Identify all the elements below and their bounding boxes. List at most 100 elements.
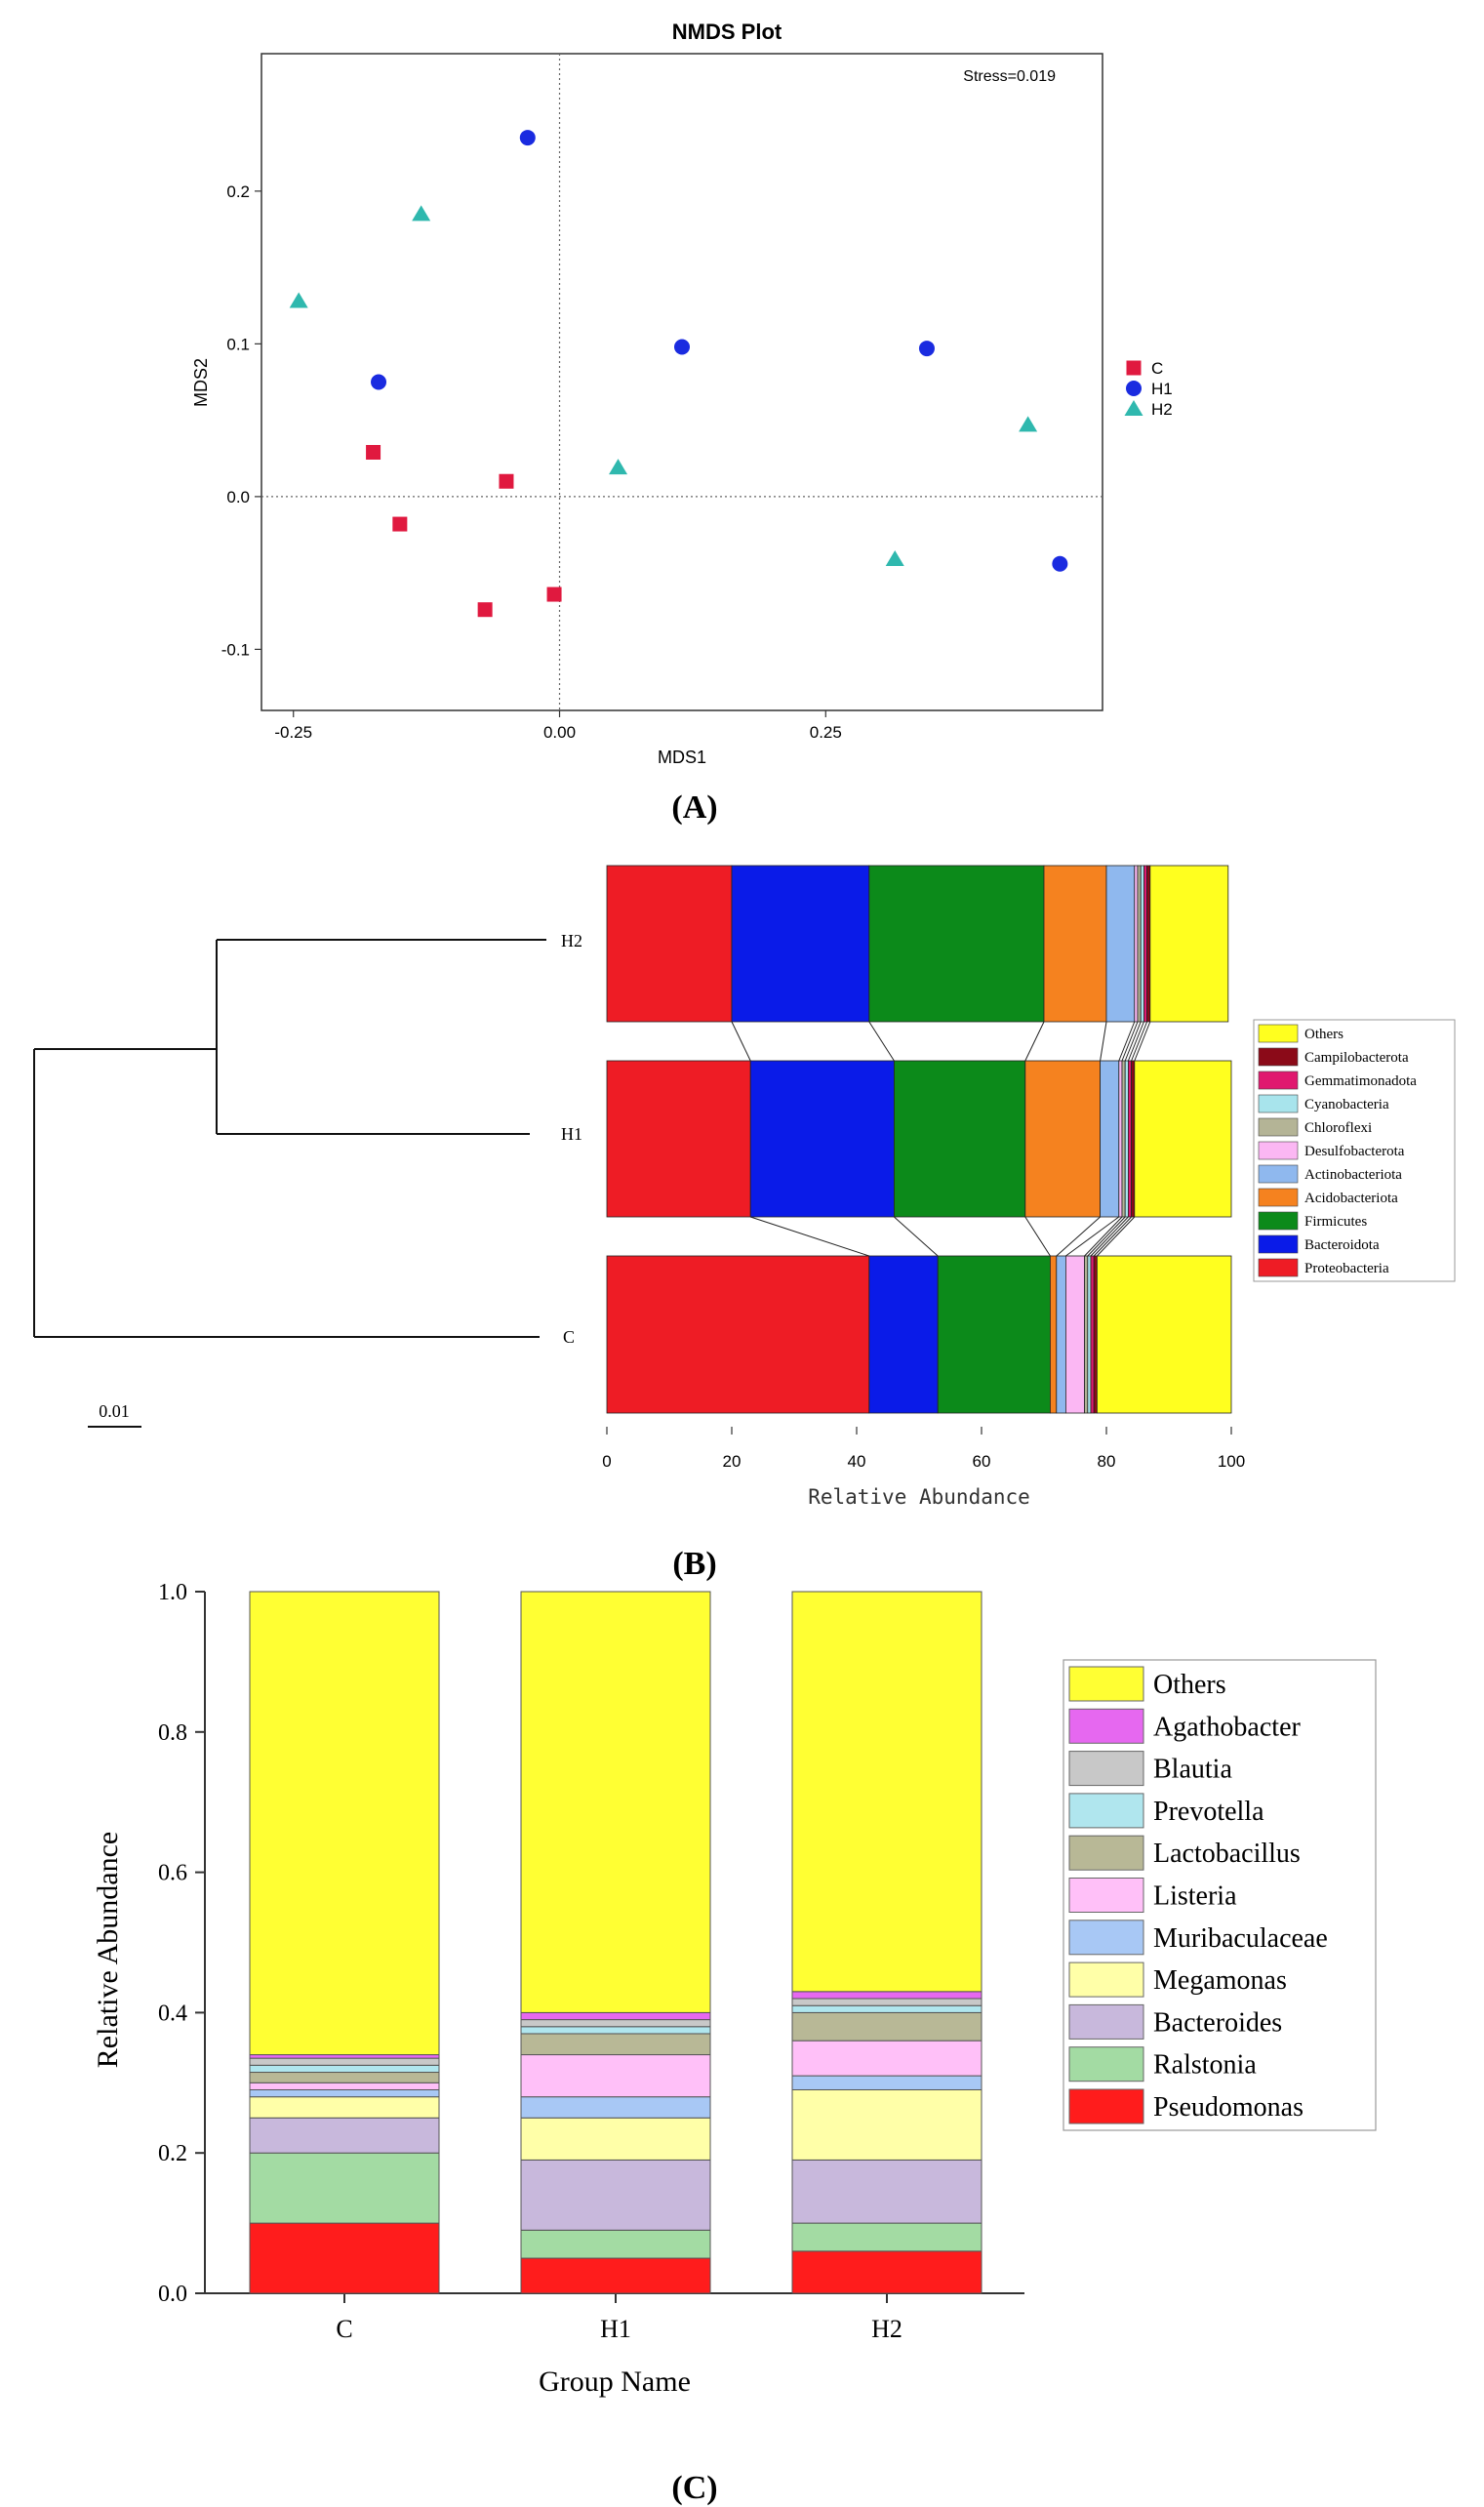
legend-label-ralstonia: Ralstonia [1153, 2050, 1257, 2081]
legend-label-others: Others [1153, 1670, 1226, 1700]
x-tick-label: 80 [1098, 1452, 1116, 1471]
legend-label-agathobacter: Agathobacter [1153, 1712, 1301, 1742]
bar-c-bacteroides [249, 2117, 440, 2154]
bar-h2-bacteroidota [731, 865, 870, 1023]
scale-bar-label: 0.01 [99, 1401, 130, 1421]
bar-h2-others [791, 1591, 983, 1993]
bar-connector [1024, 1216, 1051, 1257]
bar-c-pseudomonas [249, 2222, 440, 2294]
x-tick-label: 0.00 [543, 723, 576, 742]
x-tick-label: 100 [1218, 1452, 1245, 1471]
point-c [499, 473, 514, 489]
y-tick-label: 0.0 [226, 488, 250, 506]
legend-label-actinobacteriota: Actinobacteriota [1304, 1167, 1402, 1183]
phylum-legend: Others Campilobacterota Gemmatimonadota Cya… [1253, 1019, 1456, 1282]
legend-label-firmicutes: Firmicutes [1304, 1214, 1367, 1230]
bar-h1-chloroflexi [1121, 1060, 1126, 1218]
bar-h1-proteobacteria [606, 1060, 751, 1218]
point-h2 [1019, 416, 1038, 432]
y-tick-label: 0.1 [226, 335, 250, 353]
bar-h2-ralstonia [791, 2222, 983, 2252]
bar-connector [1056, 1216, 1101, 1257]
bar-h2-cyanobacteria [1140, 865, 1144, 1023]
dendro-label-c: C [563, 1327, 575, 1347]
bar-c-agathobacter [249, 2054, 440, 2059]
bar-h2-agathobacter [791, 1991, 983, 2000]
legend-swatch-ralstonia [1068, 2046, 1144, 2082]
legend-swatch-bacteroides [1068, 2003, 1144, 2040]
bar-h1-lactobacillus [520, 2033, 711, 2056]
legend-label-h1: H1 [1151, 380, 1173, 398]
bar-h1-desulfobacterota [1118, 1060, 1123, 1218]
bar-connector [1093, 1216, 1132, 1257]
legend-label-muribaculaceae: Muribaculaceae [1153, 1923, 1328, 1954]
legend-marker-h1 [1126, 381, 1142, 396]
bar-h2-campilobacterota [1146, 865, 1151, 1023]
y-tick-label: 0.2 [158, 2141, 187, 2166]
bar-connector [1124, 1021, 1142, 1062]
legend-swatch-others [1258, 1024, 1299, 1043]
bar-connector [750, 1216, 869, 1257]
genus-legend: Others Agathobacter Blautia Prevotella Lacto… [1063, 1659, 1377, 2131]
bar-h1-acidobacteriota [1024, 1060, 1102, 1218]
bar-c-lactobacillus [249, 2072, 440, 2083]
legend-swatch-bacteroidota [1258, 1234, 1299, 1254]
point-c [477, 602, 493, 618]
bar-h1-bacteroides [520, 2159, 711, 2231]
point-h2 [609, 459, 628, 475]
legend-swatch-pseudomonas [1068, 2088, 1144, 2124]
bar-h1-campilobacterota [1131, 1060, 1136, 1218]
legend-swatch-campilobacterota [1258, 1047, 1299, 1067]
bar-c-others [249, 1591, 440, 2056]
bar-connector [1118, 1021, 1136, 1062]
legend-swatch-chloroflexi [1258, 1117, 1299, 1137]
bar-c-bacteroidota [868, 1255, 939, 1414]
legend-marker-c [1126, 360, 1142, 376]
bar-connector [1134, 1021, 1151, 1062]
bar-h2-acidobacteriota [1043, 865, 1107, 1023]
x-tick-label: 40 [848, 1452, 866, 1471]
bar-c-blautia [249, 2057, 440, 2066]
phylum-panel: H2 H1 C 0.01 0 20 40 60 80 100 Relative Abund… [33, 865, 1456, 1582]
dendro-label-h1: H1 [561, 1124, 582, 1144]
point-h1 [1052, 555, 1068, 572]
legend-label-bacteroidota: Bacteroidota [1304, 1237, 1380, 1253]
legend-label-blautia: Blautia [1153, 1755, 1232, 1785]
bar-h1-others [1134, 1060, 1232, 1218]
legend-swatch-lactobacillus [1068, 1835, 1144, 1871]
legend-swatch-firmicutes [1258, 1211, 1299, 1231]
bar-c-muribaculaceae [249, 2088, 440, 2098]
bar-connector [1090, 1216, 1129, 1257]
y-tick-label: 1.0 [158, 1580, 187, 1605]
nmds-title: NMDS Plot [672, 20, 782, 44]
y-tick-label: 0.8 [158, 1720, 187, 1746]
bar-h2-firmicutes [868, 865, 1045, 1023]
nmds-legend: C H1 H2 [1124, 359, 1173, 419]
genus-panel: 0.0 0.2 0.4 0.6 0.8 1.0 C H1 H2 Group Name Relat… [92, 1580, 1377, 2506]
x-tick-label: 0 [602, 1452, 611, 1471]
stress-annotation: Stress=0.019 [963, 68, 1056, 85]
point-c [546, 586, 562, 602]
bar-connector [1087, 1216, 1126, 1257]
y-tick-label: 0.2 [226, 182, 250, 201]
x-tick-label: -0.25 [274, 723, 312, 742]
point-c [366, 444, 381, 460]
genus-bars [249, 1591, 983, 2294]
bar-c-actinobacteriota [1056, 1255, 1066, 1414]
bar-h1-listeria [520, 2054, 711, 2098]
bar-c-megamonas [249, 2096, 440, 2119]
bar-h1-megamonas [520, 2117, 711, 2161]
legend-label-acidobacteriota: Acidobacteriota [1304, 1191, 1398, 1206]
nmds-plot-frame [261, 53, 1103, 711]
legend-label-cyanobacteria: Cyanobacteria [1304, 1097, 1389, 1112]
bar-c-campilobacterota [1093, 1255, 1098, 1414]
legend-swatch-muribaculaceae [1068, 1920, 1144, 1956]
bar-h2-gemmatimonadota [1143, 865, 1148, 1023]
bar-connector [1065, 1216, 1120, 1257]
legend-label-megamonas: Megamonas [1153, 1965, 1287, 1996]
bar-h1-bacteroidota [749, 1060, 895, 1218]
bar-connector [1131, 1021, 1148, 1062]
legend-label-others: Others [1304, 1027, 1344, 1042]
bar-connector [1100, 1021, 1107, 1062]
